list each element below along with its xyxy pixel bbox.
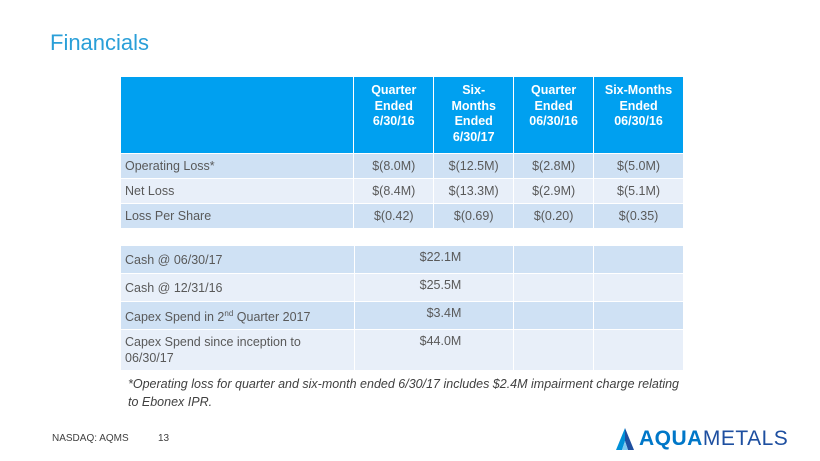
table-row: Net Loss $(8.4M) $(13.3M) $(2.9M) $(5.1M…: [119, 178, 684, 204]
footnote: *Operating loss for quarter and six-mont…: [128, 377, 680, 409]
row-label: Net Loss: [119, 178, 355, 204]
empty-cell: [593, 301, 684, 330]
header-cell: Quarter Ended 06/30/16: [513, 76, 595, 154]
logo-metals-text: METALS: [702, 427, 789, 450]
row-label: Operating Loss*: [119, 153, 355, 179]
empty-cell: [593, 245, 684, 274]
cell-value: $44.0M: [353, 329, 515, 371]
cell-value: $25.5M: [353, 273, 515, 302]
cell-value: $3.4M: [353, 301, 515, 330]
cell-value: $(13.3M): [433, 178, 515, 204]
table-row: Cash @ 12/31/16 $25.5M: [120, 273, 684, 302]
page-title: Financials: [50, 30, 150, 55]
logo-aqua-text: AQUA: [639, 427, 703, 450]
row-label: Cash @ 06/30/17: [120, 245, 355, 274]
cell-value: $(0.20): [513, 203, 595, 229]
cell-value: $(8.4M): [353, 178, 435, 204]
empty-cell: [513, 273, 595, 302]
cell-value: $22.1M: [353, 245, 515, 274]
label-superscript: nd: [224, 308, 234, 318]
row-label: Capex Spend since inception to 06/30/17: [120, 329, 355, 371]
empty-cell: [593, 273, 684, 302]
cell-value: $(2.9M): [513, 178, 595, 204]
cell-value: $(0.42): [353, 203, 435, 229]
cell-value: $(8.0M): [353, 153, 435, 179]
row-label: Capex Spend in 2nd Quarter 2017: [120, 301, 355, 330]
row-label: Loss Per Share: [119, 203, 355, 229]
cell-value: $(5.1M): [593, 178, 684, 204]
label-text: Capex Spend in 2: [125, 310, 225, 325]
label-text: Quarter 2017: [233, 310, 311, 325]
table-row: Capex Spend in 2nd Quarter 2017 $3.4M: [120, 301, 684, 330]
page-number: 13: [158, 433, 170, 444]
company-logo: AQUAMETALS: [616, 426, 788, 452]
cell-value: $(0.69): [433, 203, 515, 229]
table-row: Cash @ 06/30/17 $22.1M: [120, 245, 684, 274]
empty-cell: [513, 301, 595, 330]
table-row: Capex Spend since inception to 06/30/17 …: [120, 329, 684, 371]
header-cell: Six- Months Ended 6/30/17: [433, 76, 515, 154]
cash-table: Cash @ 06/30/17 $22.1M Cash @ 12/31/16 $…: [120, 245, 684, 371]
empty-cell: [513, 245, 595, 274]
logo-mark-icon: [616, 428, 634, 450]
ticker-label: NASDAQ: AQMS: [52, 433, 129, 444]
table-row: Loss Per Share $(0.42) $(0.69) $(0.20) $…: [119, 203, 684, 229]
cell-value: $(0.35): [593, 203, 684, 229]
financials-table: Quarter Ended 6/30/16 Six- Months Ended …: [119, 76, 684, 229]
header-cell: Quarter Ended 6/30/16: [353, 76, 435, 154]
header-cell: Six-Months Ended 06/30/16: [593, 76, 684, 154]
empty-cell: [513, 329, 595, 371]
logo-wordmark: AQUAMETALS: [639, 427, 788, 451]
cell-value: $(5.0M): [593, 153, 684, 179]
table-row: Operating Loss* $(8.0M) $(12.5M) $(2.8M)…: [119, 153, 684, 179]
header-cell: [119, 76, 355, 154]
table-header-row: Quarter Ended 6/30/16 Six- Months Ended …: [119, 76, 684, 154]
row-label: Cash @ 12/31/16: [120, 273, 355, 302]
empty-cell: [593, 329, 684, 371]
cell-value: $(12.5M): [433, 153, 515, 179]
cell-value: $(2.8M): [513, 153, 595, 179]
